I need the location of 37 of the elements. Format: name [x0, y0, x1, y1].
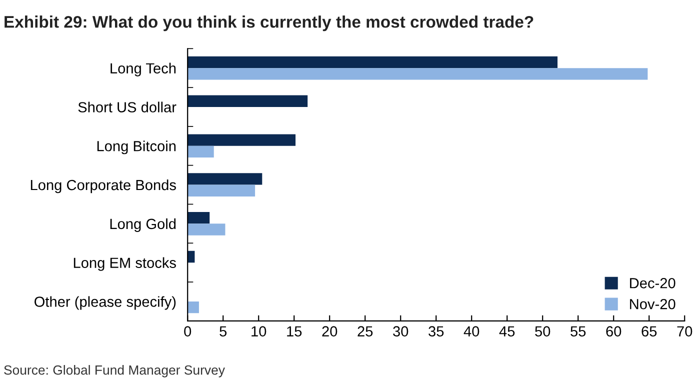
x-tick-label: 70	[677, 326, 692, 336]
y-tick-label: Long Bitcoin	[97, 140, 176, 154]
x-tick-label: 25	[358, 326, 373, 336]
source-note: Source: Global Fund Manager Survey	[4, 365, 225, 378]
y-tick-label: Other (please specify)	[34, 296, 176, 310]
bar	[188, 146, 214, 158]
x-tick-label: 60	[606, 326, 622, 336]
bar	[188, 134, 296, 146]
bar	[188, 184, 256, 196]
x-tick-label: 35	[428, 326, 444, 336]
x-tick-label: 40	[464, 326, 480, 336]
y-tick-label: Long Corporate Bonds	[30, 179, 176, 194]
y-tick-label: Short US dollar	[78, 102, 176, 112]
y-tick-label: Long Tech	[110, 62, 176, 76]
x-tick-label: 10	[252, 326, 266, 336]
bar	[188, 301, 199, 314]
x-tick-label: 55	[570, 326, 586, 336]
bar	[188, 95, 308, 107]
y-tick-label: Long EM stocks	[74, 257, 176, 271]
x-tick-label: 0	[184, 326, 192, 336]
x-tick-label: 65	[642, 326, 657, 336]
bar	[188, 173, 262, 185]
bar	[188, 250, 195, 263]
x-tick-label: 45	[499, 326, 515, 336]
bar	[188, 68, 648, 80]
legend-label: Dec-20	[630, 278, 676, 288]
x-tick-label: 50	[535, 326, 550, 336]
chart-title: Exhibit 29: What do you think is currently the most crowded trade?	[4, 16, 534, 32]
bar	[188, 56, 558, 68]
x-tick-label: 30	[393, 326, 408, 336]
x-tick-label: 20	[322, 326, 338, 336]
bar	[188, 224, 226, 236]
x-tick-label: 5	[220, 326, 227, 336]
legend-label: Nov-20	[630, 298, 676, 310]
bar	[188, 212, 210, 224]
x-tick-label: 15	[287, 326, 302, 336]
y-tick-label: Long Gold	[110, 218, 176, 232]
